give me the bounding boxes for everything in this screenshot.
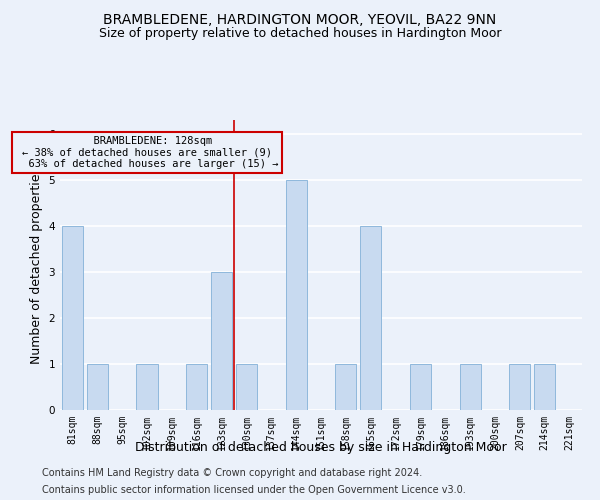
Bar [360, 226, 381, 410]
Bar [186, 364, 207, 410]
Bar [87, 364, 108, 410]
Bar [62, 226, 83, 410]
Bar [136, 364, 158, 410]
Text: BRAMBLEDENE, HARDINGTON MOOR, YEOVIL, BA22 9NN: BRAMBLEDENE, HARDINGTON MOOR, YEOVIL, BA… [103, 12, 497, 26]
Bar [286, 180, 307, 410]
Bar [534, 364, 555, 410]
Bar [410, 364, 431, 410]
Bar [509, 364, 530, 410]
Bar [236, 364, 257, 410]
Bar [460, 364, 481, 410]
Y-axis label: Number of detached properties: Number of detached properties [30, 166, 43, 364]
Bar [335, 364, 356, 410]
Text: Distribution of detached houses by size in Hardington Moor: Distribution of detached houses by size … [135, 441, 507, 454]
Text: Contains public sector information licensed under the Open Government Licence v3: Contains public sector information licen… [42, 485, 466, 495]
Text: Size of property relative to detached houses in Hardington Moor: Size of property relative to detached ho… [99, 28, 501, 40]
Text: BRAMBLEDENE: 128sqm
← 38% of detached houses are smaller (9)
  63% of detached h: BRAMBLEDENE: 128sqm ← 38% of detached ho… [16, 136, 278, 170]
Text: Contains HM Land Registry data © Crown copyright and database right 2024.: Contains HM Land Registry data © Crown c… [42, 468, 422, 477]
Bar [211, 272, 232, 410]
